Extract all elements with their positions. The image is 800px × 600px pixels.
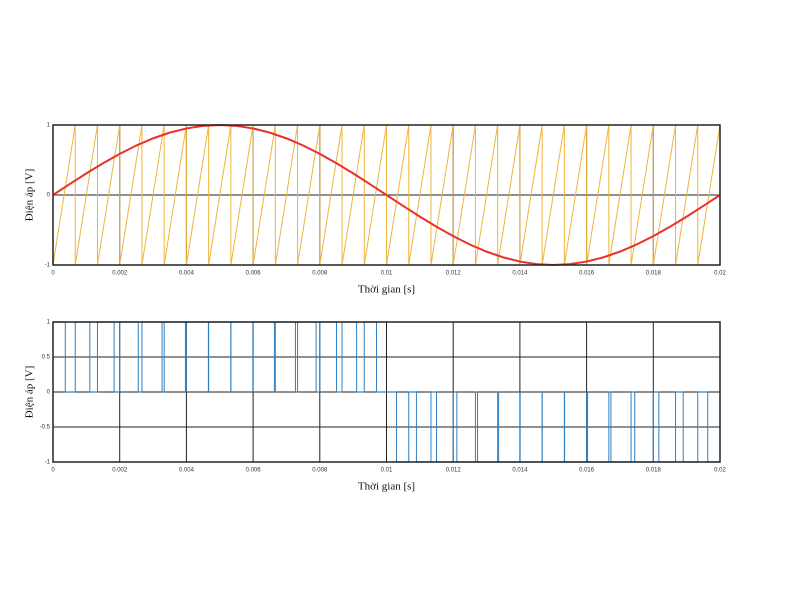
x-tick-label: 0.02: [714, 271, 726, 277]
x-tick-label: 0.01: [381, 271, 393, 277]
x-tick-label: 0.008: [312, 468, 328, 474]
plot-frame: [52, 321, 721, 463]
x-tick-label: 0.02: [714, 468, 726, 474]
x-tick-label: 0.002: [112, 271, 128, 277]
plot-frame: [52, 124, 721, 266]
x-tick-label: 0.014: [512, 468, 528, 474]
subplot: 0 0.002 0.004 0.006 0.008 0.01 0.012 0.014 0.016…: [24, 320, 727, 493]
y-tick-label: -1: [45, 460, 51, 466]
y-axis-label: Điện áp [V]: [24, 169, 36, 222]
x-axis-label: Thời gian [s]: [358, 481, 415, 493]
x-tick-label: 0: [51, 271, 55, 277]
x-tick-label: 0.004: [179, 468, 195, 474]
x-tick-label: 0.006: [246, 468, 262, 474]
y-tick-label: 0: [47, 193, 51, 199]
subplot: 0 0.002 0.004 0.006 0.008 0.01 0.012 0.014 0.016…: [24, 123, 727, 296]
x-tick-label: 0.016: [579, 271, 595, 277]
y-tick-label: 0.5: [42, 355, 51, 361]
y-tick-label: 1: [47, 123, 51, 129]
y-tick-label: 1: [47, 320, 51, 326]
y-tick-label: 0: [47, 390, 51, 396]
x-tick-label: 0.014: [512, 271, 528, 277]
y-tick-label: -0.5: [40, 425, 51, 431]
line: [52, 123, 721, 267]
x-tick-label: 0.006: [246, 271, 262, 277]
x-tick-label: 0.018: [646, 271, 662, 277]
x-tick-label: 0.012: [446, 468, 462, 474]
y-axis-label: Điện áp [V]: [24, 366, 36, 419]
x-tick-label: 0.002: [112, 468, 128, 474]
x-tick-label: 0.016: [579, 468, 595, 474]
x-tick-label: 0.012: [446, 271, 462, 277]
x-tick-label: 0.01: [381, 468, 393, 474]
x-tick-label: 0.004: [179, 271, 195, 277]
x-axis-label: Thời gian [s]: [358, 284, 415, 296]
x-tick-label: 0.018: [646, 468, 662, 474]
x-tick-label: 0.008: [312, 271, 328, 277]
x-tick-label: 0: [51, 468, 55, 474]
y-tick-label: -1: [45, 263, 51, 269]
